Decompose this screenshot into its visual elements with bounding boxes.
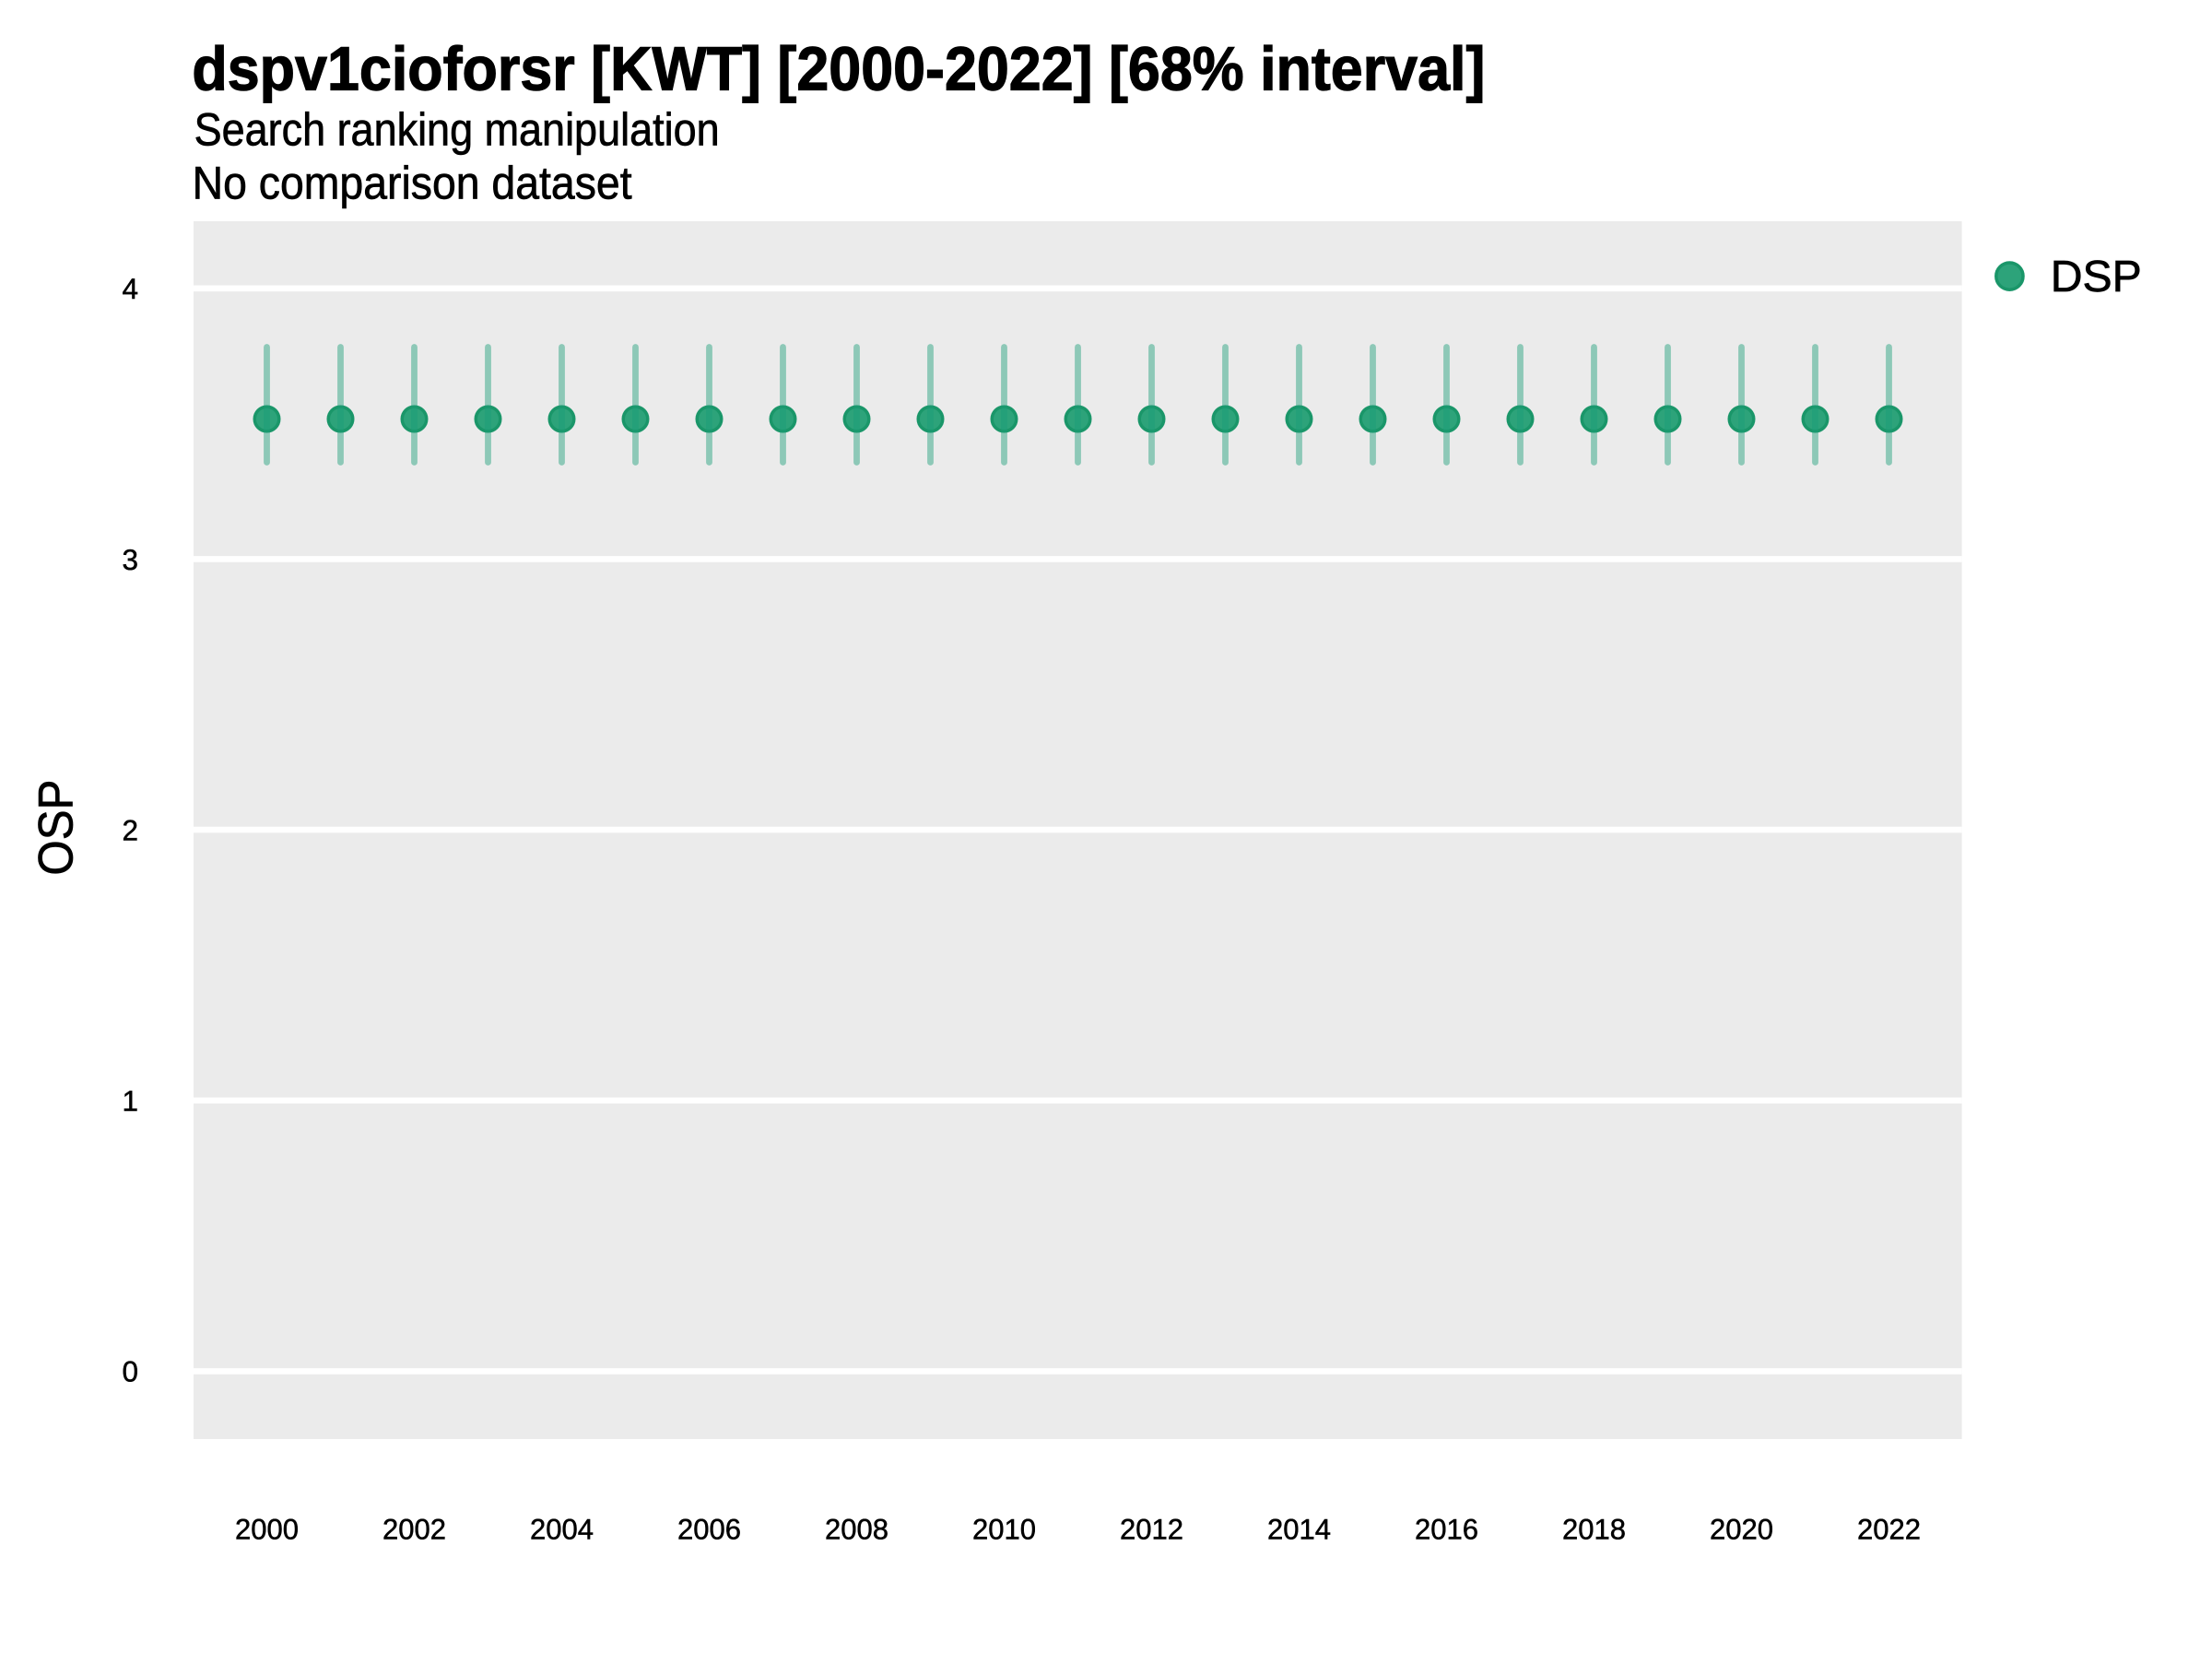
svg-text:4: 4 — [122, 272, 138, 305]
svg-text:3: 3 — [122, 543, 138, 576]
svg-text:2018: 2018 — [1562, 1514, 1626, 1546]
svg-text:2012: 2012 — [1120, 1514, 1183, 1546]
svg-text:Search ranking manipulation: Search ranking manipulation — [194, 103, 720, 155]
svg-text:2000: 2000 — [235, 1514, 299, 1546]
svg-text:DSP: DSP — [2051, 253, 2142, 301]
svg-text:No comparison dataset: No comparison dataset — [193, 158, 632, 209]
svg-text:1: 1 — [122, 1084, 138, 1117]
svg-text:OSP: OSP — [29, 780, 84, 876]
svg-text:2020: 2020 — [1710, 1514, 1773, 1546]
svg-text:dspv1cioforsr [KWT] [2000-2022: dspv1cioforsr [KWT] [2000-2022] [68% int… — [192, 35, 1485, 104]
svg-text:2022: 2022 — [1857, 1514, 1921, 1546]
svg-text:2004: 2004 — [530, 1514, 594, 1546]
svg-text:2016: 2016 — [1415, 1514, 1478, 1546]
svg-text:2006: 2006 — [677, 1514, 741, 1546]
svg-text:2002: 2002 — [382, 1514, 446, 1546]
svg-text:2014: 2014 — [1267, 1514, 1331, 1546]
svg-text:2: 2 — [122, 813, 138, 846]
svg-text:0: 0 — [122, 1355, 138, 1388]
svg-text:2008: 2008 — [825, 1514, 888, 1546]
svg-text:2010: 2010 — [972, 1514, 1036, 1546]
